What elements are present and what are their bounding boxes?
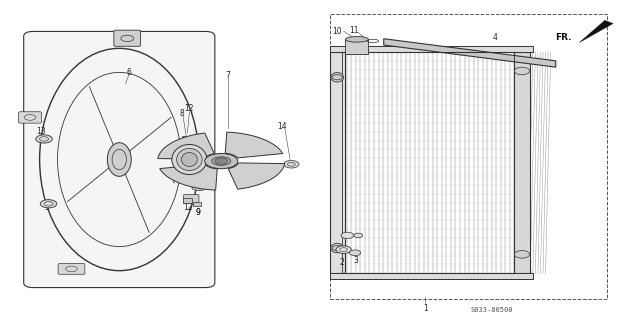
Text: 6: 6 bbox=[126, 68, 131, 77]
Polygon shape bbox=[228, 163, 285, 189]
Ellipse shape bbox=[346, 36, 369, 42]
Circle shape bbox=[341, 232, 354, 239]
FancyBboxPatch shape bbox=[58, 263, 85, 274]
Circle shape bbox=[215, 158, 228, 164]
Polygon shape bbox=[157, 133, 214, 159]
Text: 3: 3 bbox=[354, 256, 359, 264]
Text: 9: 9 bbox=[195, 208, 200, 217]
Text: 2: 2 bbox=[340, 258, 345, 267]
Ellipse shape bbox=[177, 148, 202, 171]
Polygon shape bbox=[579, 20, 613, 42]
Circle shape bbox=[40, 200, 57, 208]
Circle shape bbox=[515, 250, 530, 258]
Polygon shape bbox=[225, 132, 283, 158]
Text: 5: 5 bbox=[45, 204, 50, 212]
Ellipse shape bbox=[108, 143, 131, 176]
Circle shape bbox=[336, 246, 351, 253]
Circle shape bbox=[36, 135, 52, 143]
Circle shape bbox=[284, 160, 299, 168]
Circle shape bbox=[515, 67, 530, 75]
Text: 4: 4 bbox=[493, 33, 498, 42]
Bar bbox=[182, 137, 192, 141]
Text: 10: 10 bbox=[332, 26, 342, 36]
Bar bbox=[330, 273, 534, 279]
Bar bbox=[346, 39, 369, 54]
FancyBboxPatch shape bbox=[184, 195, 199, 204]
Circle shape bbox=[354, 233, 363, 238]
Ellipse shape bbox=[172, 145, 207, 174]
Bar bbox=[183, 198, 192, 203]
Text: S033-80500: S033-80500 bbox=[471, 307, 513, 313]
Text: 12: 12 bbox=[184, 104, 194, 113]
Ellipse shape bbox=[212, 157, 231, 165]
Bar bbox=[330, 52, 346, 273]
Bar bbox=[330, 14, 607, 299]
Text: 1: 1 bbox=[423, 304, 428, 313]
Polygon shape bbox=[159, 164, 217, 190]
Text: 13: 13 bbox=[36, 127, 45, 136]
Text: 8: 8 bbox=[179, 109, 184, 118]
Ellipse shape bbox=[331, 243, 344, 253]
FancyBboxPatch shape bbox=[19, 112, 42, 123]
Text: 12: 12 bbox=[182, 203, 192, 212]
Bar bbox=[515, 52, 531, 273]
FancyBboxPatch shape bbox=[24, 32, 215, 287]
FancyBboxPatch shape bbox=[114, 30, 141, 46]
Text: 11: 11 bbox=[349, 26, 358, 35]
Text: 9: 9 bbox=[195, 208, 200, 217]
Ellipse shape bbox=[205, 153, 238, 169]
Polygon shape bbox=[384, 39, 556, 67]
Bar bbox=[193, 202, 201, 206]
Text: FR.: FR. bbox=[556, 33, 572, 42]
Ellipse shape bbox=[181, 152, 197, 167]
Bar bbox=[330, 46, 534, 52]
Ellipse shape bbox=[192, 185, 206, 190]
Text: 14: 14 bbox=[277, 122, 287, 131]
Ellipse shape bbox=[331, 72, 344, 82]
Text: 7: 7 bbox=[225, 71, 230, 80]
Circle shape bbox=[349, 250, 361, 256]
